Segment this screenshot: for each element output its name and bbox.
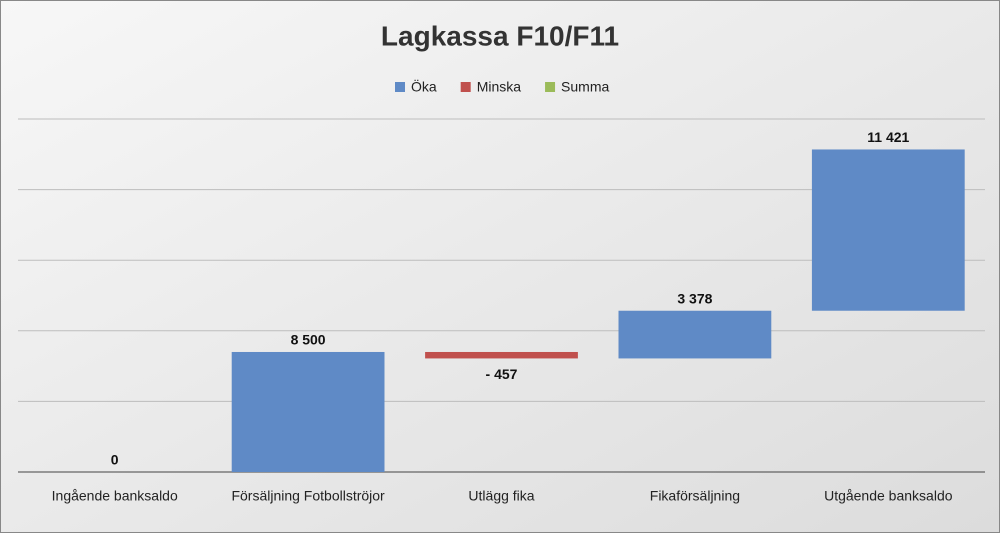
legend-swatch [460,82,471,92]
data-label: 11 421 [867,129,909,145]
bar [811,149,965,311]
x-tick-label: Ingående banksaldo [52,488,178,504]
bar [231,351,385,472]
data-label: - 457 [486,366,518,382]
x-tick-label: Försäljning Fotbollströjor [231,488,385,504]
legend-swatch [395,82,405,92]
bar [425,351,578,359]
legend-label: Summa [561,79,609,95]
x-tick-label: Fikaförsäljning [650,488,740,504]
chart-title: Lagkassa F10/F11 [381,20,619,51]
legend-label: Öka [411,78,437,95]
data-label: 0 [111,452,119,468]
legend-swatch [545,82,556,92]
x-tick-label: Utgående banksaldo [824,488,953,504]
legend-label: Minska [477,79,522,95]
x-tick-label: Utlägg fika [468,488,534,504]
data-label: 3 378 [677,290,712,306]
data-label: 8 500 [291,332,326,348]
bar [618,310,772,359]
